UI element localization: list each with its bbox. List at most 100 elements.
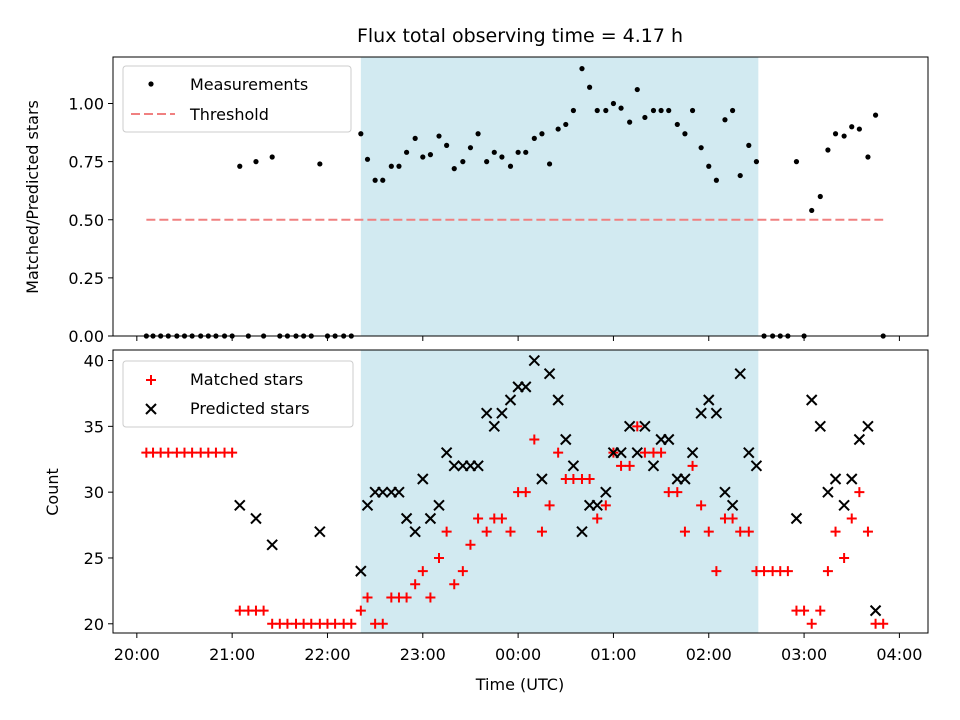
matched-star-point xyxy=(362,592,373,603)
measurement-point xyxy=(618,105,624,111)
matched-star-point xyxy=(727,513,738,524)
predicted-star-point xyxy=(448,460,460,472)
matched-star-point xyxy=(282,618,293,629)
predicted-star-point xyxy=(853,433,866,446)
predicted-star-point xyxy=(814,420,826,433)
measurement-point xyxy=(737,172,743,179)
bottom-legend: Matched stars Predicted stars xyxy=(122,360,354,428)
matched-star-point xyxy=(656,447,667,458)
measurement-point xyxy=(420,154,426,160)
measurement-point xyxy=(594,107,600,114)
predicted-star-point xyxy=(250,512,262,525)
predicted-star-point xyxy=(631,446,643,459)
predicted-star-point xyxy=(750,460,763,472)
predicted-star-point xyxy=(743,446,755,459)
legend-matched-label: Matched stars xyxy=(190,370,303,389)
matched-star-point xyxy=(163,447,174,458)
matched-star-point xyxy=(862,526,873,537)
measurement-point xyxy=(713,177,719,183)
measurement-point xyxy=(555,126,561,132)
predicted-star-point xyxy=(560,433,572,446)
bottom-legend-box xyxy=(122,360,354,428)
measurement-point xyxy=(849,124,855,130)
predicted-star-point xyxy=(543,367,556,380)
matched-star-point xyxy=(799,605,810,616)
x-tick-label: 00:00 xyxy=(495,645,541,664)
predicted-star-point xyxy=(647,460,660,472)
x-tick-label: 04:00 xyxy=(876,645,922,664)
measurement-point xyxy=(253,159,259,165)
matched-star-point xyxy=(815,605,826,616)
measurement-point xyxy=(666,107,672,114)
matched-star-point xyxy=(663,487,674,498)
measurement-point xyxy=(856,126,862,132)
predicted-star-point xyxy=(355,565,367,577)
x-tick-label: 01:00 xyxy=(590,645,636,664)
measurement-point xyxy=(698,145,704,151)
matched-star-point xyxy=(457,566,468,577)
predicted-star-point xyxy=(695,407,707,419)
measurement-point xyxy=(507,163,514,169)
matched-star-point xyxy=(330,618,341,629)
matched-star-point xyxy=(210,447,221,458)
predicted-star-point xyxy=(417,473,429,485)
measurement-point xyxy=(865,154,871,160)
predicted-star-point xyxy=(869,604,882,617)
matched-star-point xyxy=(822,566,833,577)
predicted-star-point xyxy=(520,381,532,393)
predicted-star-point xyxy=(576,525,588,538)
matched-star-point xyxy=(481,526,492,537)
predicted-star-point xyxy=(710,407,723,419)
measurement-point xyxy=(832,131,839,137)
measurement-point xyxy=(825,147,831,153)
measurement-point xyxy=(237,163,243,169)
predicted-star-point xyxy=(600,486,612,498)
matched-star-point xyxy=(465,539,476,550)
predicted-star-point xyxy=(822,486,834,498)
legend-measurements-label: Measurements xyxy=(190,75,308,94)
predicted-star-point xyxy=(504,394,517,406)
matched-star-point xyxy=(496,513,507,524)
measurement-point xyxy=(460,159,466,165)
matched-star-point xyxy=(672,487,683,498)
measurement-point xyxy=(427,152,434,158)
x-tick-label: 03:00 xyxy=(781,645,827,664)
matched-star-point xyxy=(743,526,754,537)
measurement-point xyxy=(603,107,609,114)
measurement-point xyxy=(809,207,815,214)
matched-star-point xyxy=(878,618,889,629)
predicted-star-point xyxy=(790,512,803,525)
predicted-star-point xyxy=(591,499,603,512)
measurement-point xyxy=(658,107,664,114)
matched-star-point xyxy=(346,618,357,629)
x-tick-label: 22:00 xyxy=(304,645,350,664)
predicted-star-point xyxy=(679,473,691,485)
legend-measurements-marker xyxy=(148,81,154,87)
matched-star-point xyxy=(355,605,366,616)
measurement-point xyxy=(403,149,410,155)
matched-star-point xyxy=(187,447,198,458)
measurement-point xyxy=(706,163,712,169)
measurement-point xyxy=(364,156,371,162)
predicted-star-point xyxy=(480,407,493,419)
predicted-star-point xyxy=(234,499,246,512)
matched-star-point xyxy=(592,513,603,524)
matched-star-point xyxy=(553,447,564,458)
predicted-star-point xyxy=(846,473,858,485)
matched-star-point xyxy=(600,500,611,511)
measurement-point xyxy=(674,121,680,128)
top-y-tick-label: 0.00 xyxy=(68,327,104,346)
matched-star-point xyxy=(227,447,238,458)
matched-star-point xyxy=(846,513,857,524)
predicted-star-point xyxy=(424,512,437,525)
predicted-star-point xyxy=(838,499,850,512)
predicted-star-point xyxy=(409,525,421,538)
matched-star-point xyxy=(830,526,841,537)
matched-star-point xyxy=(679,526,690,537)
measurement-point xyxy=(491,149,497,155)
matched-star-point xyxy=(441,526,452,537)
measurement-point xyxy=(523,149,529,155)
matched-star-point xyxy=(632,421,643,432)
matched-star-point xyxy=(782,566,793,577)
predicted-star-point xyxy=(314,525,326,538)
